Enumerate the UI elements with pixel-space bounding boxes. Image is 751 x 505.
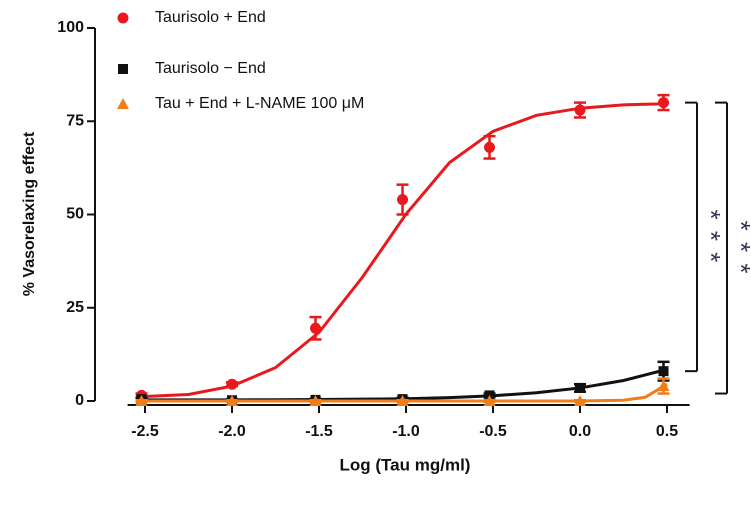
data-point <box>574 395 586 406</box>
x-axis-title: Log (Tau mg/ml) <box>340 455 471 474</box>
data-point <box>226 378 238 390</box>
x-tick-label: -1.5 <box>305 423 333 440</box>
y-tick-label: 50 <box>66 206 84 223</box>
data-point <box>483 395 496 406</box>
data-point <box>658 97 670 109</box>
significance-label: * * * <box>696 209 726 264</box>
legend-label: Tau + End + L-NAME 100 μM <box>155 95 364 112</box>
data-point <box>575 382 585 393</box>
legend-label: Taurisolo + End <box>155 9 266 26</box>
x-tick-label: -0.5 <box>479 423 507 440</box>
significance-label: * * * <box>726 221 751 276</box>
x-tick-label: -1.0 <box>392 423 420 440</box>
legend-marker <box>117 98 129 109</box>
fit-curve <box>144 102 668 399</box>
data-point <box>135 395 148 406</box>
y-tick-label: 75 <box>66 112 84 129</box>
y-tick-label: 25 <box>66 299 84 316</box>
legend-marker <box>117 12 129 24</box>
data-point <box>226 395 238 406</box>
x-tick-label: 0.5 <box>656 423 678 440</box>
y-tick-label: 0 <box>75 392 84 409</box>
x-tick-label: -2.5 <box>131 423 159 440</box>
data-point <box>574 104 586 116</box>
data-point <box>657 380 670 392</box>
data-point <box>397 194 409 206</box>
y-tick-label: 100 <box>57 19 84 36</box>
data-point <box>309 395 322 406</box>
legend-marker <box>118 64 128 74</box>
fit-curve <box>145 382 668 403</box>
legend-label: Taurisolo − End <box>155 60 266 77</box>
y-axis-title: % Vasorelaxing effect <box>21 131 38 296</box>
x-tick-label: 0.0 <box>569 423 591 440</box>
data-point <box>310 322 322 334</box>
data-point <box>484 141 496 153</box>
data-point <box>396 395 409 406</box>
data-point <box>658 366 669 377</box>
x-tick-label: -2.0 <box>218 423 246 440</box>
